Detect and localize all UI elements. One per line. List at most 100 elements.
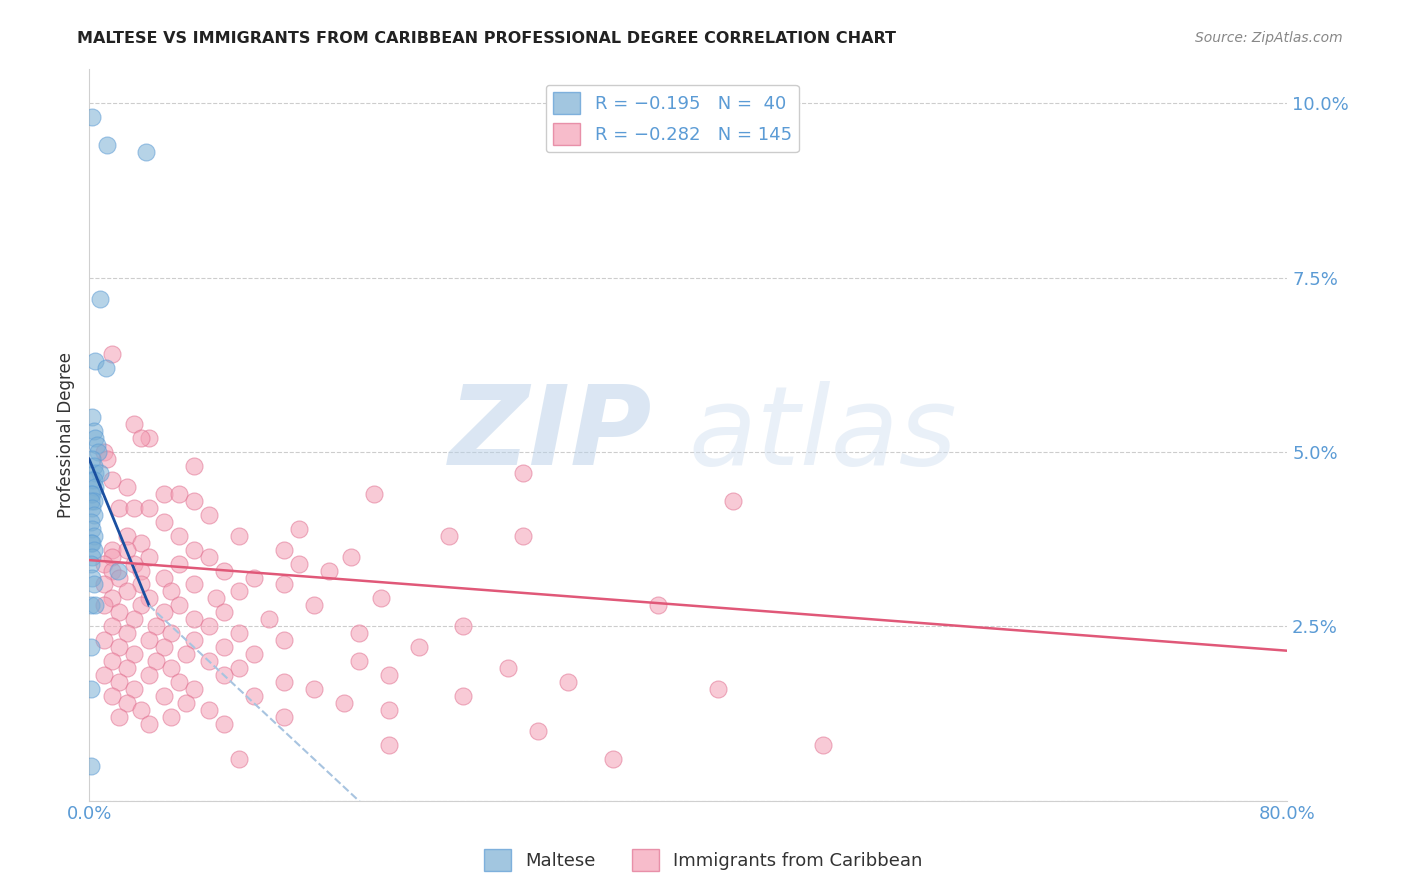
Point — [273, 577, 295, 591]
Point — [80, 111, 103, 125]
Point — [287, 522, 309, 536]
Point — [302, 681, 325, 696]
Y-axis label: Professional Degree: Professional Degree — [58, 351, 75, 517]
Point — [153, 606, 176, 620]
Point — [205, 591, 228, 606]
Point — [87, 445, 110, 459]
Point — [145, 619, 167, 633]
Point — [160, 661, 183, 675]
Point — [100, 347, 122, 361]
Point — [115, 626, 138, 640]
Point — [153, 515, 176, 529]
Point — [80, 549, 103, 564]
Text: atlas: atlas — [688, 381, 956, 488]
Point — [115, 480, 138, 494]
Point — [83, 542, 105, 557]
Point — [153, 689, 176, 703]
Point — [340, 549, 363, 564]
Point — [557, 675, 579, 690]
Point — [138, 549, 160, 564]
Point — [167, 529, 190, 543]
Point — [83, 424, 105, 438]
Point — [370, 591, 392, 606]
Point — [167, 487, 190, 501]
Point — [811, 738, 834, 752]
Point — [212, 717, 235, 731]
Point — [122, 557, 145, 571]
Point — [80, 452, 103, 467]
Point — [138, 431, 160, 445]
Point — [721, 493, 744, 508]
Point — [198, 703, 221, 717]
Point — [602, 752, 624, 766]
Point — [131, 431, 153, 445]
Point — [79, 758, 101, 772]
Point — [707, 681, 730, 696]
Point — [96, 452, 118, 467]
Point — [453, 689, 475, 703]
Point — [377, 703, 399, 717]
Point — [273, 633, 295, 648]
Point — [100, 549, 122, 564]
Point — [84, 480, 107, 494]
Point — [377, 668, 399, 682]
Point — [89, 292, 111, 306]
Point — [212, 606, 235, 620]
Text: MALTESE VS IMMIGRANTS FROM CARIBBEAN PROFESSIONAL DEGREE CORRELATION CHART: MALTESE VS IMMIGRANTS FROM CARIBBEAN PRO… — [77, 31, 897, 46]
Point — [84, 354, 107, 368]
Point — [93, 668, 115, 682]
Point — [115, 661, 138, 675]
Point — [115, 584, 138, 599]
Point — [228, 584, 250, 599]
Point — [107, 564, 129, 578]
Point — [138, 717, 160, 731]
Point — [287, 557, 309, 571]
Point — [80, 410, 103, 425]
Point — [160, 626, 183, 640]
Point — [183, 681, 205, 696]
Point — [437, 529, 460, 543]
Point — [212, 564, 235, 578]
Point — [108, 570, 131, 584]
Point — [318, 564, 340, 578]
Point — [138, 633, 160, 648]
Point — [183, 458, 205, 473]
Point — [115, 529, 138, 543]
Point — [198, 549, 221, 564]
Point — [84, 466, 107, 480]
Point — [243, 689, 266, 703]
Point — [131, 535, 153, 549]
Point — [138, 591, 160, 606]
Point — [160, 710, 183, 724]
Point — [176, 696, 198, 710]
Point — [108, 675, 131, 690]
Point — [122, 417, 145, 431]
Point — [93, 557, 115, 571]
Point — [93, 599, 115, 613]
Point — [302, 599, 325, 613]
Point — [228, 661, 250, 675]
Point — [122, 500, 145, 515]
Point — [228, 752, 250, 766]
Point — [512, 466, 534, 480]
Point — [160, 584, 183, 599]
Point — [100, 542, 122, 557]
Point — [100, 473, 122, 487]
Point — [153, 640, 176, 655]
Point — [122, 612, 145, 626]
Point — [183, 577, 205, 591]
Point — [198, 508, 221, 522]
Point — [131, 564, 153, 578]
Point — [79, 599, 101, 613]
Point — [183, 542, 205, 557]
Point — [79, 473, 101, 487]
Point — [212, 640, 235, 655]
Point — [93, 577, 115, 591]
Point — [198, 619, 221, 633]
Point — [79, 681, 101, 696]
Point — [80, 500, 103, 515]
Text: Source: ZipAtlas.com: Source: ZipAtlas.com — [1195, 31, 1343, 45]
Point — [176, 647, 198, 661]
Point — [273, 542, 295, 557]
Point — [228, 529, 250, 543]
